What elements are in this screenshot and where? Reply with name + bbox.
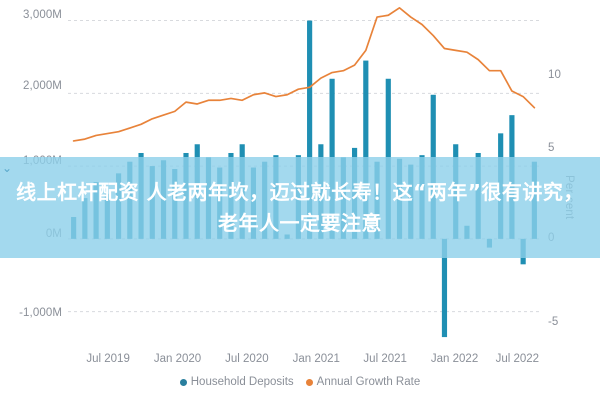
x-axis: Jul 2019 Jan 2020 Jul 2020 Jan 2021 Jul 2021… [68,353,540,373]
line-series [72,7,536,142]
legend-swatch-icon [179,378,187,386]
legend-item[interactable]: Household Deposits [179,376,294,388]
x-axis-tick: Jul 2022 [495,353,540,365]
overlay-headline: 线上杠杆配资 人老两年坎，迈过就长寿！这“两年”很有讲究，老年人一定要注意 [16,179,584,235]
legend-item[interactable]: Annual Growth Rate [305,376,421,388]
y-axis-left-tick: 2,000M [23,80,62,92]
x-axis-tick: Jan 2021 [292,353,340,365]
legend-swatch-icon [305,378,313,386]
legend-label: Annual Growth Rate [316,376,421,388]
y-axis-left-tick: -1,000M [19,307,62,319]
x-axis-tick: Jul 2021 [363,353,407,365]
x-axis-tick: Jul 2019 [86,353,130,365]
x-axis-tick: Jan 2022 [430,353,479,365]
chevron-down-icon: ⌄ [2,161,13,175]
bar [441,238,448,338]
x-axis-tick: Jul 2020 [225,353,269,365]
bar [363,60,369,239]
y-axis-left-tick: 3,000M [23,9,62,21]
y-axis-right-tick: -5 [548,316,559,328]
y-axis-right-tick: 5 [548,142,555,154]
y-axis-right-tick: 10 [548,69,561,81]
bar [307,20,313,239]
x-axis-tick: Jan 2020 [153,353,202,365]
legend-label: Household Deposits [190,376,294,388]
chart-legend: Household Deposits Annual Growth Rate [0,376,600,388]
overlay-banner: 线上杠杆配资 人老两年坎，迈过就长寿！这“两年”很有讲究，老年人一定要注意 [0,157,600,258]
